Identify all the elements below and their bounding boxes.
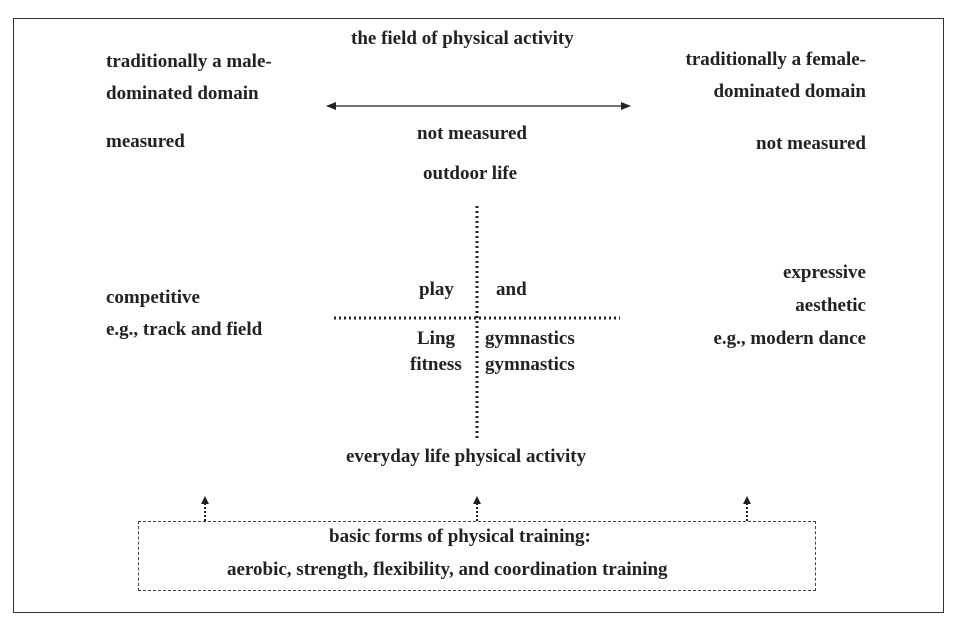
quadrant-top-left: play bbox=[419, 279, 454, 300]
center-top-label: outdoor life bbox=[423, 163, 518, 184]
left-domain-line2: dominated domain bbox=[106, 83, 259, 104]
basic-training-line2: aerobic, strength, flexibility, and coor… bbox=[227, 559, 668, 580]
diagram-title: the field of physical activity bbox=[351, 28, 574, 49]
basic-training-box bbox=[138, 521, 816, 591]
right-type-line1: expressive bbox=[782, 262, 866, 283]
quadrant-top-right: and bbox=[496, 279, 527, 300]
basic-training-line1: basic forms of physical training: bbox=[329, 526, 591, 547]
quadrant-bottom-right-1: gymnastics bbox=[485, 328, 575, 349]
left-domain-line1: traditionally a male- bbox=[106, 51, 272, 72]
quadrant-bottom-left-1: Ling bbox=[417, 328, 456, 349]
diagram-frame bbox=[13, 18, 944, 613]
right-measured: not measured bbox=[756, 133, 866, 154]
right-type-line2: aesthetic bbox=[795, 295, 866, 316]
center-bottom-label: everyday life physical activity bbox=[346, 446, 587, 467]
left-type-line1: competitive bbox=[106, 287, 200, 308]
left-measured: measured bbox=[106, 131, 185, 152]
right-type-line3: e.g., modern dance bbox=[713, 328, 866, 349]
right-domain-line1: traditionally a female- bbox=[685, 49, 866, 70]
quadrant-bottom-left-2: fitness bbox=[410, 354, 462, 375]
center-not-measured: not measured bbox=[417, 123, 527, 144]
right-domain-line2: dominated domain bbox=[713, 81, 866, 102]
quadrant-bottom-right-2: gymnastics bbox=[485, 354, 575, 375]
left-type-line2: e.g., track and field bbox=[106, 319, 263, 340]
